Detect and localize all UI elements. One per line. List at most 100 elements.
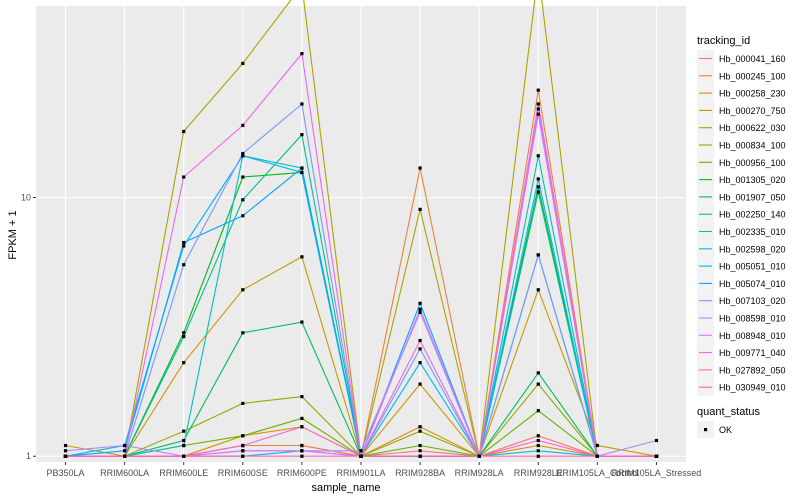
data-point xyxy=(536,382,540,386)
legend-label: Hb_027892_050 xyxy=(719,365,786,375)
data-point xyxy=(477,454,481,458)
data-point xyxy=(241,443,245,448)
data-point xyxy=(182,454,186,458)
data-point xyxy=(182,429,186,433)
data-point xyxy=(241,198,245,202)
data-point xyxy=(300,170,304,175)
data-point xyxy=(536,88,540,92)
data-point xyxy=(241,449,245,453)
legend-item: Hb_002335_010 xyxy=(697,223,786,240)
data-point xyxy=(300,449,304,453)
shape-legend-title: quant_status xyxy=(697,406,760,418)
data-point xyxy=(300,255,304,259)
data-point xyxy=(182,335,186,339)
data-point xyxy=(123,454,127,458)
legend-label: Hb_000245_100 xyxy=(719,71,786,81)
data-point xyxy=(241,214,245,218)
legend-title: tracking_id xyxy=(697,35,750,47)
data-point xyxy=(182,438,186,443)
data-point xyxy=(241,331,245,335)
legend-item: Hb_008948_010 xyxy=(697,326,786,344)
legend-label: Hb_009771_040 xyxy=(719,348,786,358)
legend-label: Hb_000956_100 xyxy=(719,158,786,168)
data-point xyxy=(182,263,186,267)
data-point xyxy=(536,154,540,158)
data-point xyxy=(536,434,540,438)
data-point xyxy=(536,443,540,448)
legend-items: Hb_000041_160 Hb_000245_100 Hb_000258_230 H… xyxy=(697,50,786,396)
data-point xyxy=(536,185,540,189)
data-point xyxy=(418,338,422,343)
y-tick-label: 1 xyxy=(26,451,31,461)
data-point xyxy=(182,244,186,248)
x-tick-label: RRIM928LA xyxy=(455,468,504,478)
legend-item: Hb_001907_050 xyxy=(697,188,786,206)
shape-legend-items: OK xyxy=(697,421,732,438)
legend-label: Hb_008598_010 xyxy=(719,314,786,324)
data-point xyxy=(182,175,186,179)
legend-label: Hb_000270_750 xyxy=(719,106,786,116)
data-point xyxy=(418,382,422,386)
legend-label: Hb_030949_010 xyxy=(719,383,786,393)
legend-label: Hb_005074_010 xyxy=(719,279,786,289)
legend-item: Hb_005074_010 xyxy=(697,274,786,292)
data-point xyxy=(300,416,304,421)
data-point xyxy=(418,425,422,429)
data-point xyxy=(418,166,422,170)
data-point xyxy=(418,449,422,453)
legend-label: Hb_008948_010 xyxy=(719,331,786,341)
legend-item: Hb_030949_010 xyxy=(697,378,786,396)
data-point xyxy=(536,107,540,111)
x-tick-label: RRIM600SE xyxy=(218,468,268,478)
data-point xyxy=(654,454,659,458)
data-point xyxy=(418,307,422,311)
legend-item: Hb_005051_010 xyxy=(697,257,786,275)
data-point xyxy=(300,425,304,429)
data-point xyxy=(300,320,304,324)
data-point xyxy=(182,361,186,365)
data-point xyxy=(418,347,422,351)
x-tick-label: RRIM928BA xyxy=(395,468,445,478)
data-point xyxy=(418,301,422,305)
data-point xyxy=(418,454,422,458)
data-point xyxy=(241,175,245,179)
x-tick-label: PB350LA xyxy=(47,468,85,478)
data-point xyxy=(241,401,245,406)
legend-item: Hb_000622_030 xyxy=(697,119,786,137)
legend: tracking_id Hb_000041_160 Hb_000245_100 Hb… xyxy=(697,35,786,438)
legend-label: Hb_000041_160 xyxy=(719,54,786,64)
data-point xyxy=(300,166,304,170)
data-point xyxy=(123,449,127,453)
data-point xyxy=(182,240,186,245)
x-tick-label: RRIM928LE xyxy=(514,468,563,478)
data-point xyxy=(300,133,304,137)
data-point xyxy=(536,438,540,443)
y-axis-title: FPKM + 1 xyxy=(7,210,19,259)
legend-label: Hb_000622_030 xyxy=(719,123,786,133)
legend-item: Hb_002250_140 xyxy=(697,205,786,223)
data-point xyxy=(418,429,422,433)
legend-label: Hb_001305_020 xyxy=(719,175,786,185)
major-gridlines xyxy=(36,6,686,462)
data-point xyxy=(418,443,422,448)
data-point xyxy=(536,371,540,375)
legend-label: Hb_007103_020 xyxy=(719,296,786,306)
data-point xyxy=(300,102,304,106)
legend-label: Hb_005051_010 xyxy=(719,262,786,272)
data-point xyxy=(359,449,363,453)
x-tick-label: RRIM600LA xyxy=(100,468,149,478)
legend-item: Hb_000270_750 xyxy=(697,101,786,119)
shape-legend-marker xyxy=(704,428,708,432)
data-point xyxy=(418,310,422,314)
data-point xyxy=(241,288,245,292)
legend-item: Hb_000956_100 xyxy=(697,153,786,171)
y-axis: 1 10 xyxy=(21,193,36,461)
legend-item: Hb_007103_020 xyxy=(697,292,786,310)
data-point xyxy=(536,102,540,106)
data-point xyxy=(536,253,540,257)
legend-item: Hb_000041_160 xyxy=(697,50,786,67)
data-point xyxy=(63,454,68,458)
legend-label: Hb_002250_140 xyxy=(719,210,786,220)
x-axis-title: sample_name xyxy=(311,482,380,494)
